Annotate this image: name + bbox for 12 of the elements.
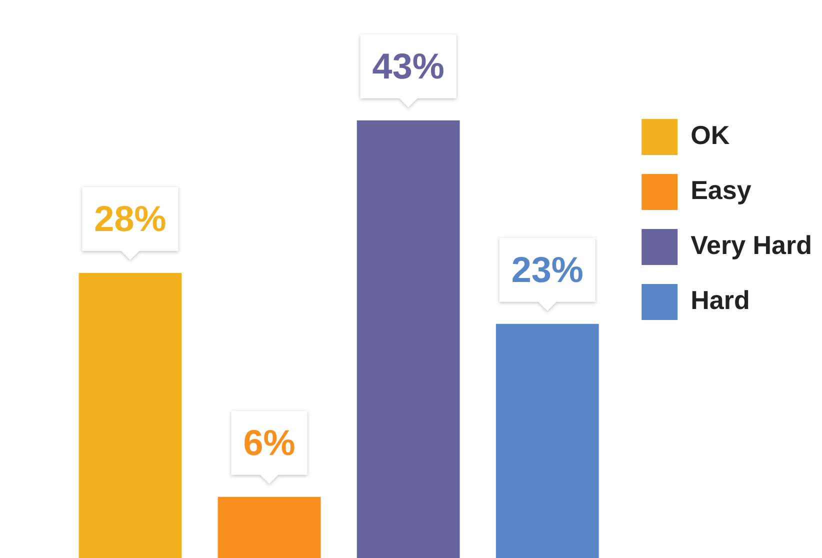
bar bbox=[218, 496, 321, 558]
data-label: 6% bbox=[243, 422, 296, 463]
legend-label: Very Hard bbox=[690, 230, 812, 260]
data-label: 43% bbox=[372, 45, 444, 86]
bar bbox=[78, 273, 182, 558]
legend-label: OK bbox=[690, 120, 730, 150]
data-label: 23% bbox=[511, 248, 584, 290]
legend-label: Easy bbox=[690, 175, 752, 206]
data-label: 28% bbox=[94, 198, 166, 239]
bar bbox=[356, 120, 460, 558]
legend-label: Hard bbox=[690, 285, 750, 316]
bar bbox=[496, 324, 599, 558]
